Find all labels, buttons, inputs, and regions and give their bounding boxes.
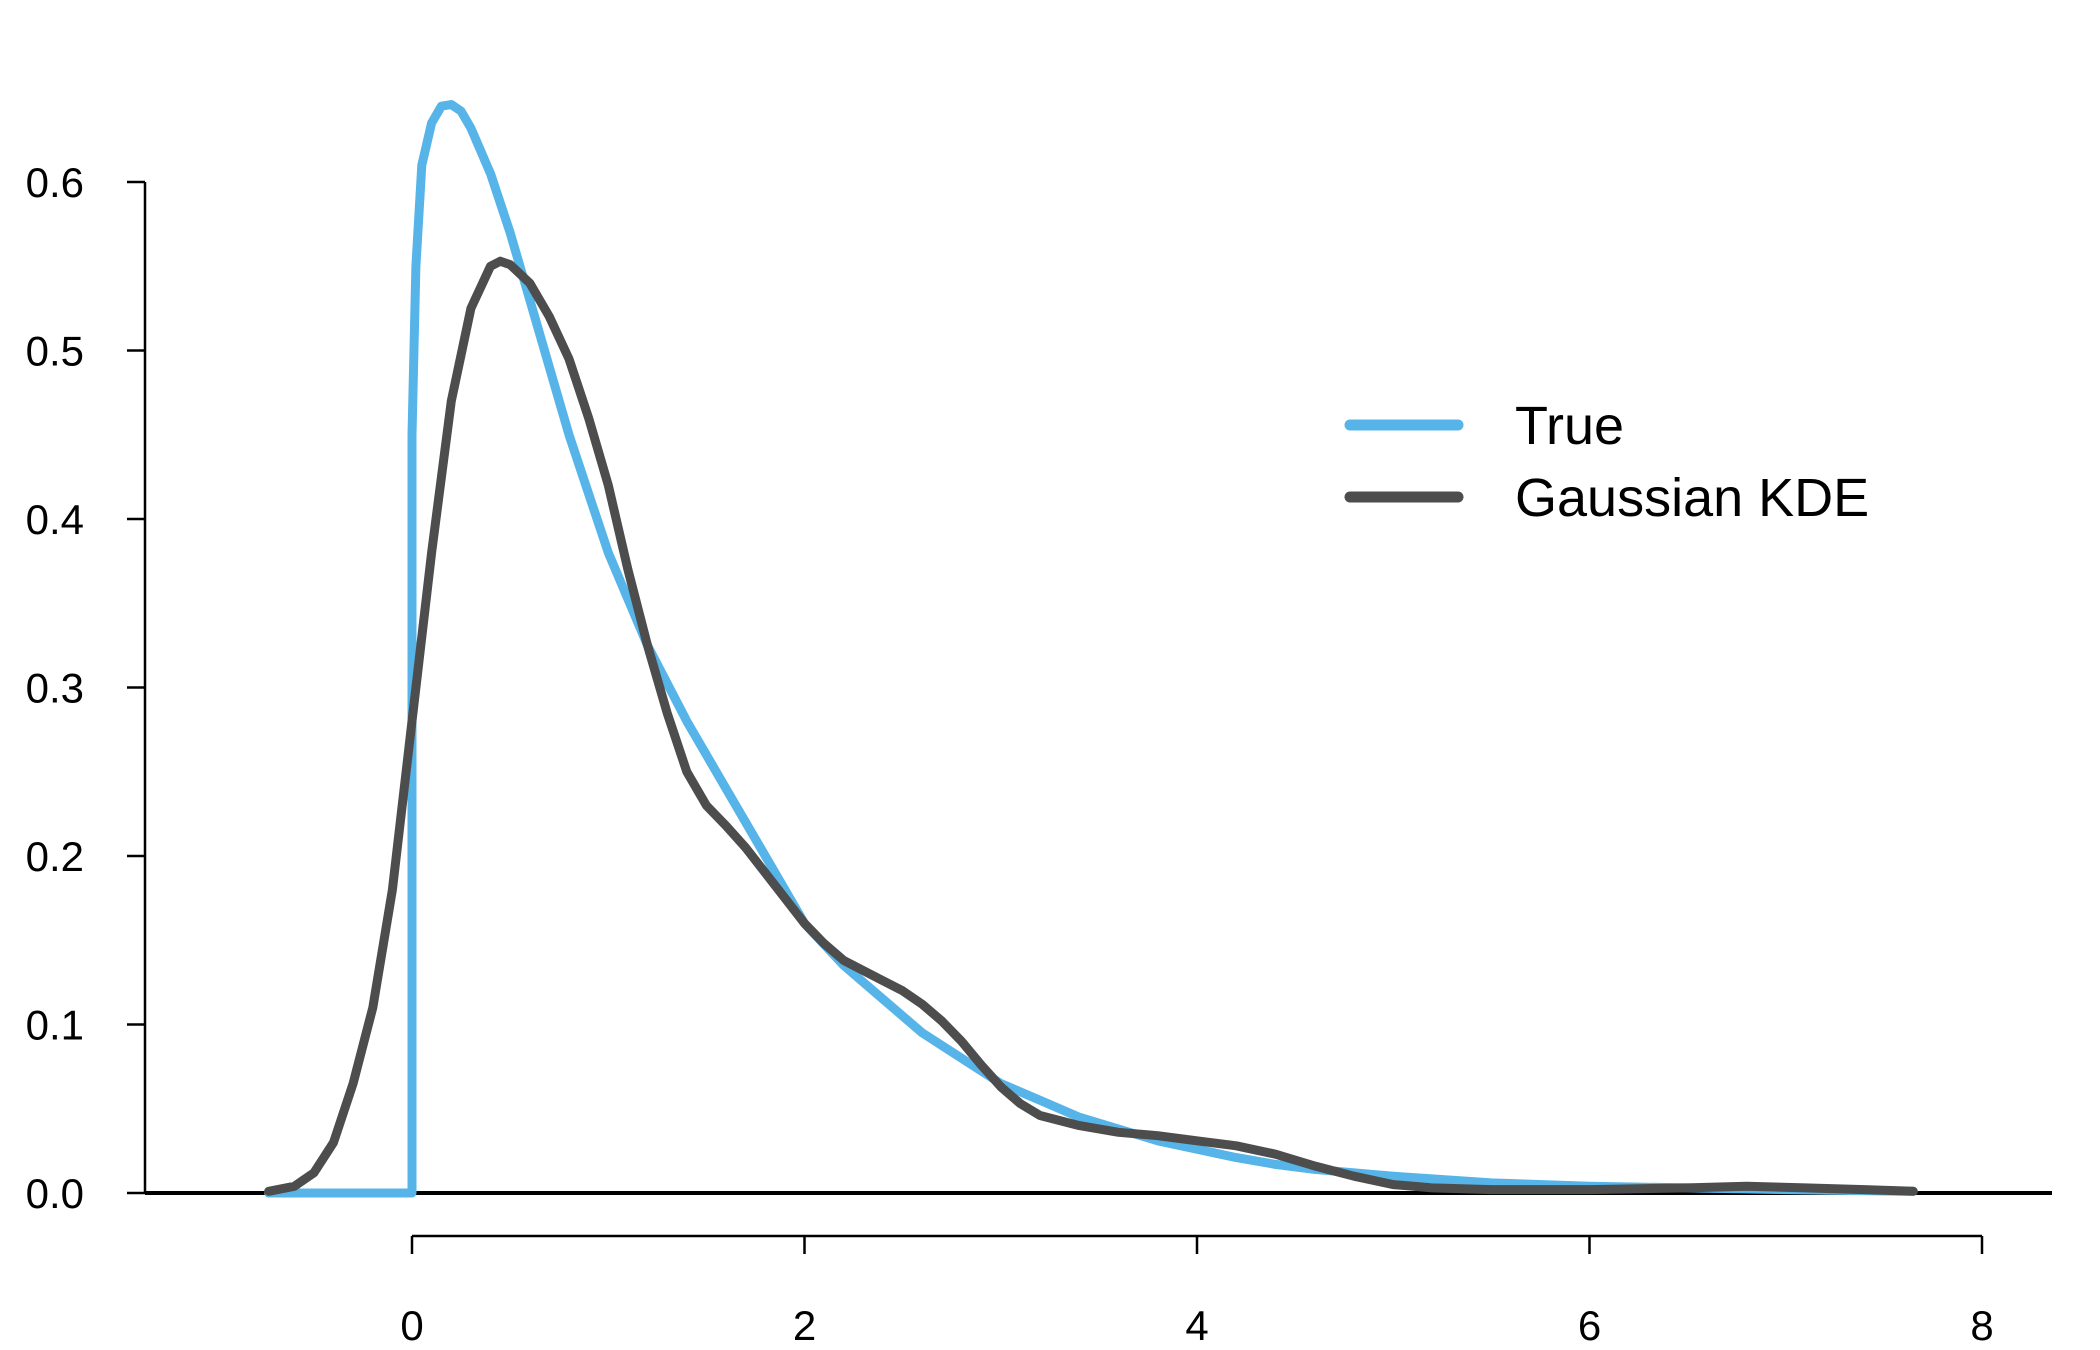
y-tick-label: 0.2	[26, 833, 84, 880]
y-tick-label: 0.3	[26, 665, 84, 712]
legend-label: True	[1515, 396, 1624, 456]
x-tick-label: 8	[1970, 1302, 1993, 1349]
x-tick-label: 2	[793, 1302, 816, 1349]
x-tick-label: 0	[400, 1302, 423, 1349]
y-tick-label: 0.6	[26, 159, 84, 206]
y-tick-label: 0.4	[26, 496, 84, 543]
x-tick-label: 4	[1185, 1302, 1208, 1349]
x-tick-label: 6	[1578, 1302, 1601, 1349]
legend-label: Gaussian KDE	[1515, 468, 1869, 528]
series-line-gaussian-kde	[264, 256, 1918, 1196]
y-tick-label: 0.5	[26, 328, 84, 375]
x-axis: 0 2 4 6 8	[400, 1234, 1994, 1349]
legend: True Gaussian KDE	[1344, 396, 1869, 528]
y-tick-label: 0.1	[26, 1002, 84, 1049]
y-tick-label: 0.0	[26, 1170, 84, 1217]
plot-area: 0.0 0.1 0.2 0.3 0.4 0.5 0.6 0 2 4 6 8 True Gaussian…	[26, 100, 2052, 1349]
y-axis: 0.0 0.1 0.2 0.3 0.4 0.5 0.6	[26, 159, 147, 1217]
series-layer	[264, 100, 1918, 1198]
